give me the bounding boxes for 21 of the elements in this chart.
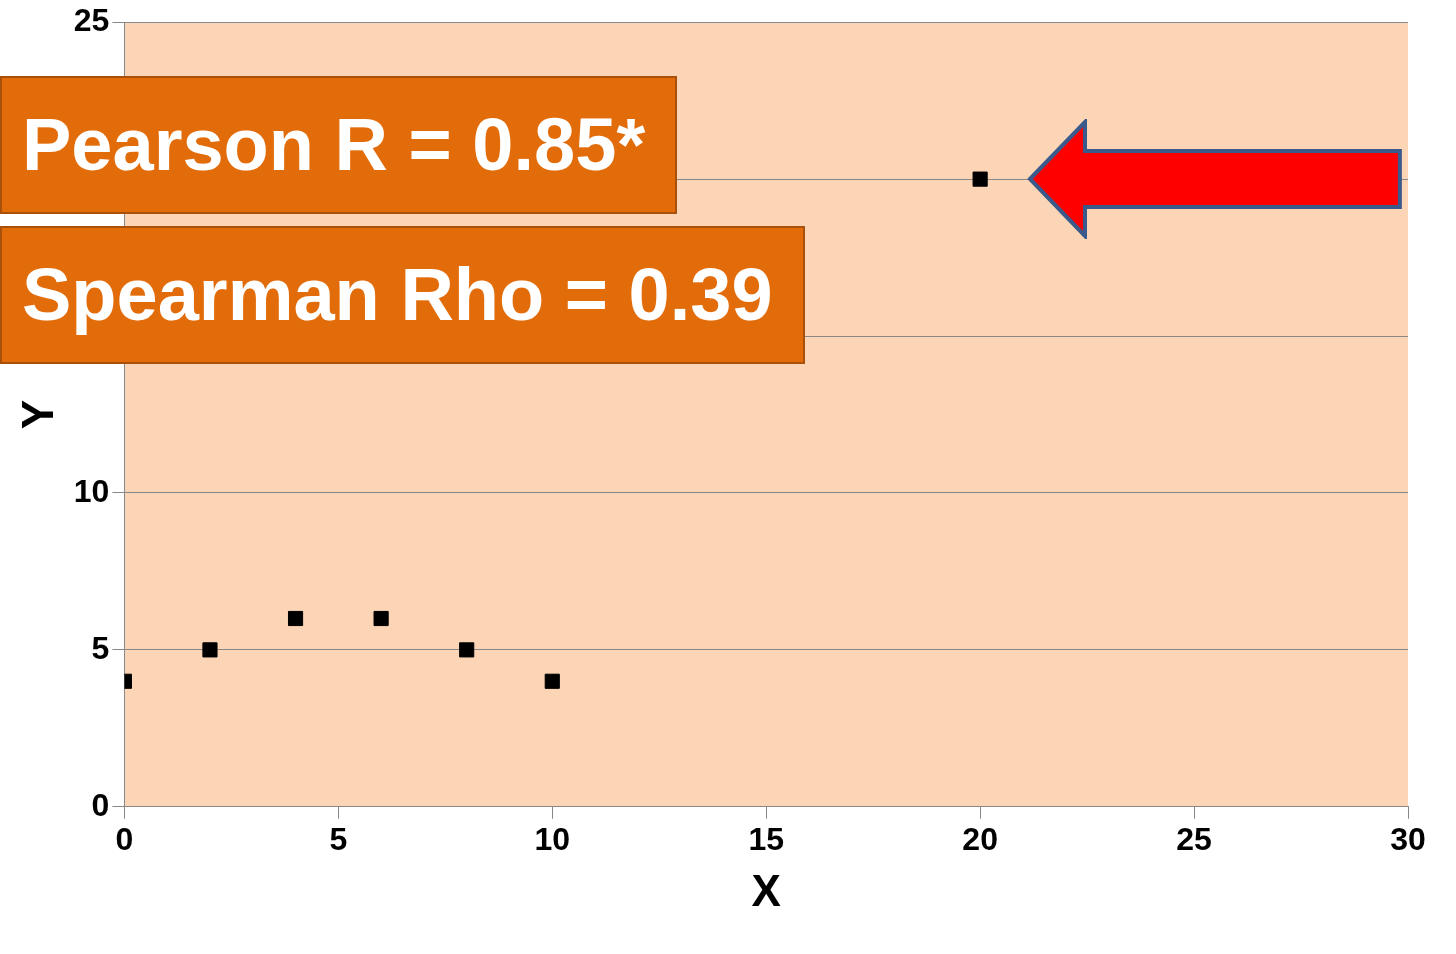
annotation: Pearson R = 0.85*	[0, 76, 678, 214]
y-tick-label: 0	[91, 786, 110, 823]
point	[373, 610, 389, 627]
x-tick-label: 5	[329, 820, 348, 857]
point	[544, 673, 560, 689]
y-tick-label: 25	[73, 2, 110, 39]
x-tick-label: 0	[115, 820, 134, 857]
y-tick-label: 5	[91, 629, 110, 666]
x-tick-label: 30	[1390, 820, 1426, 857]
point	[202, 642, 218, 658]
x-tick-label: 20	[962, 820, 998, 857]
point	[459, 642, 475, 658]
x-tick-label: 25	[1176, 820, 1212, 857]
y-tick-label: 10	[73, 472, 110, 509]
x-tick-label: 10	[534, 820, 571, 857]
x-tick-label: 15	[748, 820, 784, 857]
annotation: Spearman Rho = 0.39	[0, 226, 805, 364]
x-axis-title: X	[751, 865, 781, 915]
y-axis-title: Y	[12, 399, 62, 430]
point	[972, 171, 988, 187]
point	[287, 610, 304, 627]
